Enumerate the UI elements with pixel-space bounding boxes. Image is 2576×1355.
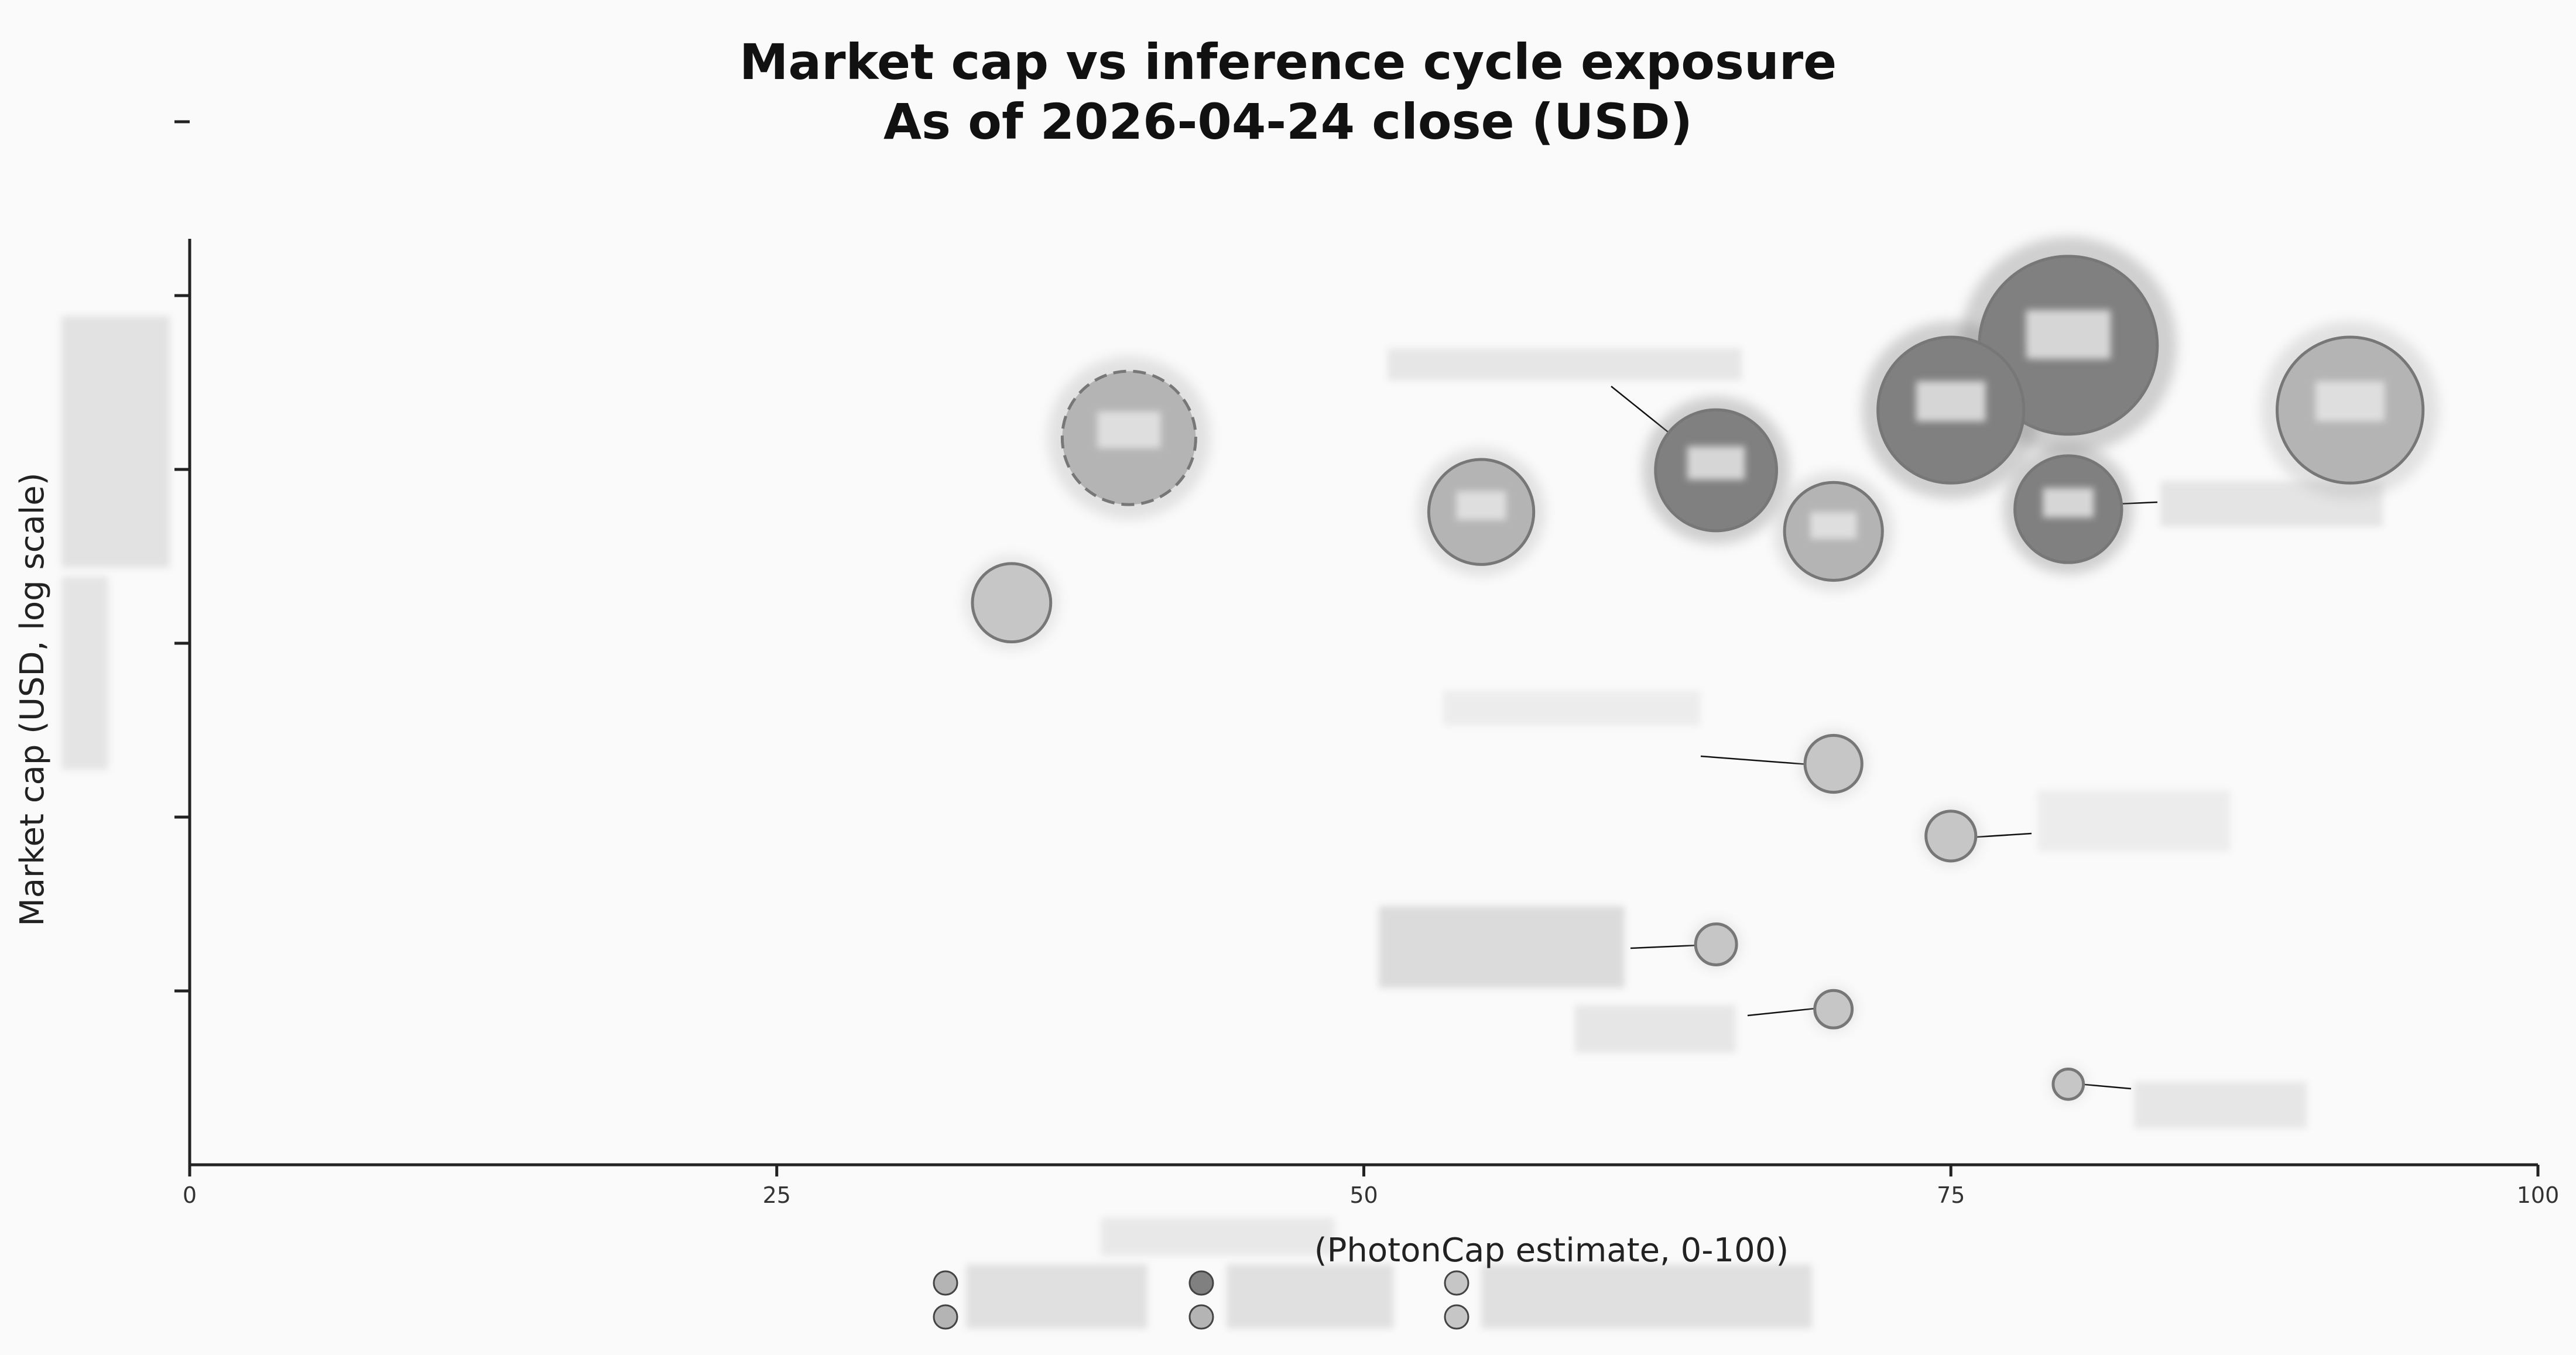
y-axis-title: Market cap (USD, log scale) bbox=[13, 472, 52, 926]
data-points bbox=[964, 236, 2440, 1103]
obscured-labels bbox=[61, 316, 2383, 1329]
data-point bbox=[1803, 733, 1864, 794]
obscured-label bbox=[1481, 1264, 1812, 1329]
x-tick-label: 50 bbox=[1349, 1182, 1378, 1208]
point-label-obscured bbox=[1456, 491, 1506, 520]
data-point bbox=[971, 562, 1053, 644]
data-point bbox=[1694, 922, 1738, 966]
legend-marker bbox=[933, 1304, 958, 1330]
obscured-label bbox=[61, 316, 170, 568]
obscured-label bbox=[1379, 906, 1625, 988]
obscured-label bbox=[1227, 1264, 1393, 1329]
data-point bbox=[2051, 1068, 2085, 1101]
point-label-obscured bbox=[2043, 488, 2094, 517]
obscured-label bbox=[1101, 1217, 1335, 1255]
legend-marker bbox=[1444, 1270, 1469, 1296]
data-point bbox=[1813, 989, 1854, 1030]
x-tick-label: 100 bbox=[2517, 1182, 2560, 1208]
leader-line bbox=[1630, 944, 1698, 949]
point-label-obscured bbox=[1916, 381, 1986, 421]
point-label-obscured bbox=[1810, 512, 1857, 539]
point-label-obscured bbox=[2315, 381, 2385, 421]
obscured-label bbox=[61, 577, 108, 770]
point-label-obscured bbox=[1097, 411, 1161, 448]
legend-marker bbox=[933, 1270, 958, 1296]
legend-marker bbox=[1444, 1304, 1469, 1330]
leader-line bbox=[1747, 1007, 1821, 1017]
obscured-label bbox=[1388, 348, 1742, 380]
point-label-obscured bbox=[2026, 310, 2111, 359]
x-tick-label: 75 bbox=[1937, 1182, 1965, 1208]
chart-title: Market cap vs inference cycle exposure bbox=[739, 33, 1837, 91]
obscured-label bbox=[2134, 1082, 2307, 1128]
axes: 0 25 50 75 100 (PhotonCap estimate, 0-100) Mar… bbox=[13, 120, 2560, 1270]
leader-line bbox=[2078, 1083, 2132, 1090]
point-label-obscured bbox=[1687, 446, 1745, 480]
data-point bbox=[1924, 809, 1978, 863]
obscured-label bbox=[1575, 1005, 1736, 1053]
legend-marker bbox=[1188, 1304, 1214, 1330]
x-tick-label: 0 bbox=[183, 1182, 197, 1208]
legend-marker bbox=[1188, 1270, 1214, 1296]
chart-subtitle: As of 2026-04-24 close (USD) bbox=[883, 93, 1693, 150]
obscured-label bbox=[1443, 691, 1701, 726]
x-tick-label: 25 bbox=[763, 1182, 791, 1208]
x-axis-title: (PhotonCap estimate, 0-100) bbox=[1314, 1231, 1789, 1270]
obscured-label bbox=[966, 1264, 1147, 1329]
legend bbox=[933, 1270, 1469, 1330]
obscured-label bbox=[2037, 790, 2231, 852]
chart-title-block: Market cap vs inference cycle exposure A… bbox=[0, 32, 2576, 152]
